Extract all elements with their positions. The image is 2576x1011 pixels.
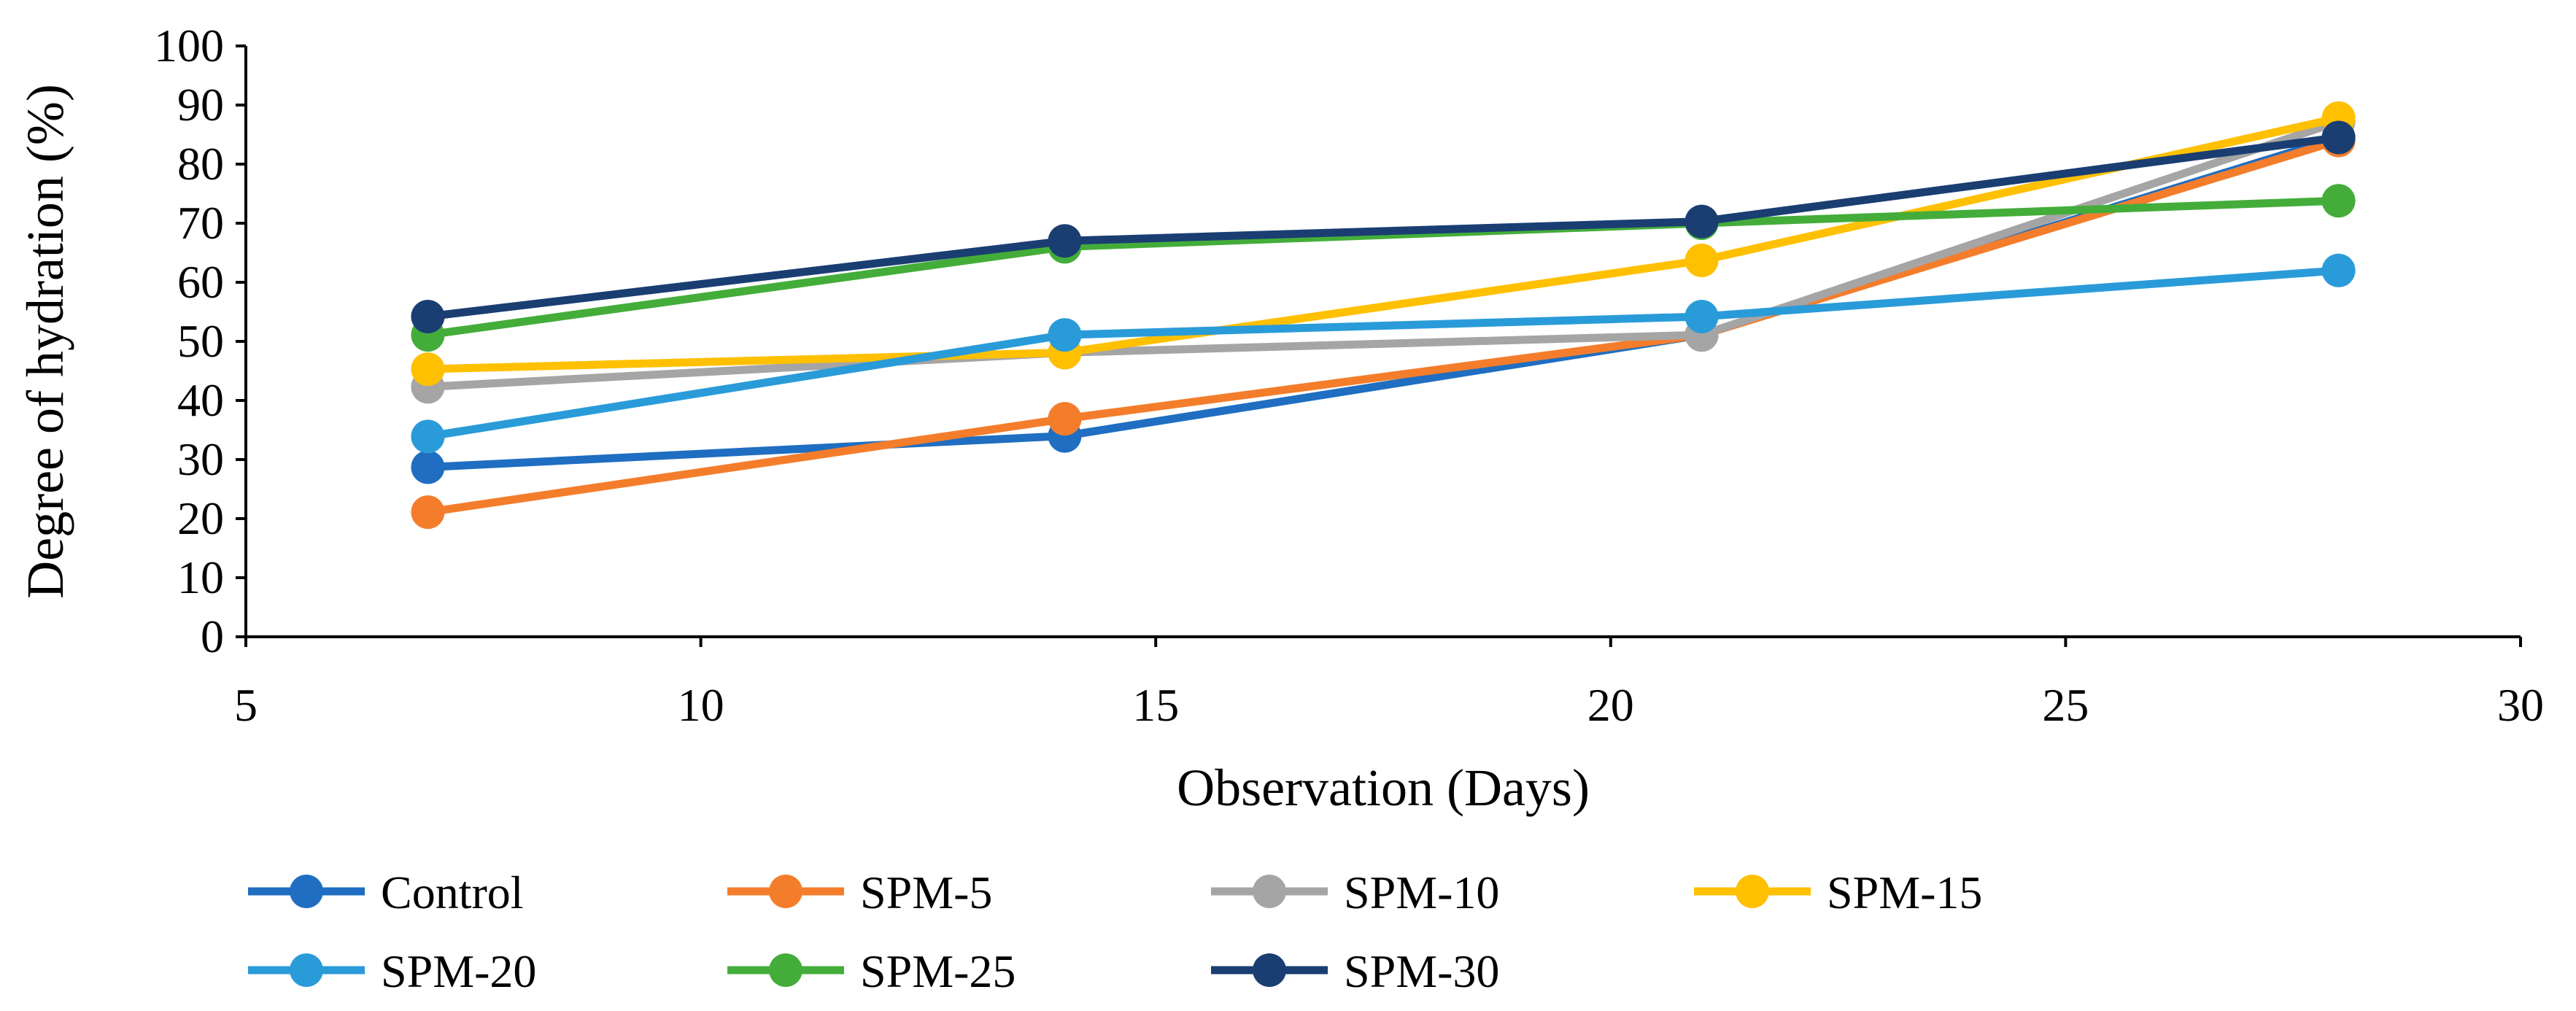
legend-item: SPM-10 (1211, 867, 1499, 918)
legend-label: SPM-10 (1344, 867, 1499, 918)
y-tick-label: 90 (177, 79, 224, 131)
series-line (427, 266, 2339, 441)
legend-swatch-marker (290, 953, 323, 987)
data-point (1685, 204, 1719, 239)
data-point (1048, 402, 1082, 436)
data-point (1685, 244, 1719, 278)
legend-item: Control (248, 867, 524, 918)
y-tick-label: 0 (201, 611, 224, 662)
y-tick-label: 50 (177, 315, 224, 367)
data-point (411, 352, 445, 387)
data-point (1685, 299, 1719, 333)
y-tick-label: 30 (177, 433, 224, 485)
x-tick-label: 25 (2042, 679, 2089, 731)
x-tick-label: 5 (234, 679, 258, 731)
legend-label: SPM-5 (860, 867, 992, 918)
data-point (411, 419, 445, 454)
series-line (428, 114, 2340, 373)
legend: Control SPM-5 SPM-10 SPM-15 SPM-20 SPM-25 SPM-… (248, 867, 1982, 997)
x-tick-label: 15 (1132, 679, 1179, 731)
legend-item: SPM-15 (1694, 867, 1982, 918)
y-tick-label: 40 (177, 374, 224, 426)
y-axis-ticks: 0 10 20 30 40 50 60 70 80 90 100 (154, 20, 246, 662)
legend-swatch-marker (769, 875, 802, 908)
series-line (427, 133, 2340, 321)
legend-swatch-marker (1736, 875, 1769, 908)
legend-swatch-marker (1253, 875, 1286, 908)
legend-swatch-marker (1253, 953, 1286, 987)
legend-label: SPM-15 (1827, 867, 1982, 918)
y-tick-label: 100 (154, 20, 224, 71)
legend-label: SPM-25 (860, 945, 1016, 997)
y-tick-label: 10 (177, 551, 224, 603)
y-axis-label: Degree of hydration (%) (16, 84, 74, 599)
legend-label: SPM-20 (381, 945, 536, 997)
series-line (427, 136, 2340, 516)
y-tick-label: 80 (177, 138, 224, 190)
y-tick-label: 60 (177, 256, 224, 308)
data-point (1048, 224, 1082, 258)
series-lines (411, 101, 2356, 530)
x-tick-label: 10 (678, 679, 724, 731)
legend-label: SPM-30 (1344, 945, 1499, 997)
legend-swatch-marker (290, 875, 323, 908)
data-point (411, 299, 445, 333)
y-tick-label: 70 (177, 197, 224, 249)
x-axis-ticks: 5 10 15 20 25 30 (234, 637, 2544, 731)
legend-item: SPM-25 (727, 945, 1016, 997)
x-axis-label: Observation (Days) (1177, 759, 1590, 817)
legend-item: SPM-20 (248, 945, 536, 997)
legend-item: SPM-5 (727, 867, 992, 918)
y-tick-label: 20 (177, 492, 224, 544)
data-point (411, 495, 445, 530)
legend-item: SPM-30 (1211, 945, 1499, 997)
legend-swatch-marker (769, 953, 802, 987)
data-point (411, 450, 445, 484)
series-line (428, 117, 2340, 391)
data-point (2321, 184, 2356, 218)
data-point (2321, 120, 2356, 155)
data-point (2321, 253, 2356, 287)
x-tick-label: 30 (2497, 679, 2544, 731)
series-line (428, 133, 2340, 472)
x-tick-label: 20 (1587, 679, 1634, 731)
data-point (1048, 318, 1082, 352)
legend-label: Control (381, 867, 524, 918)
